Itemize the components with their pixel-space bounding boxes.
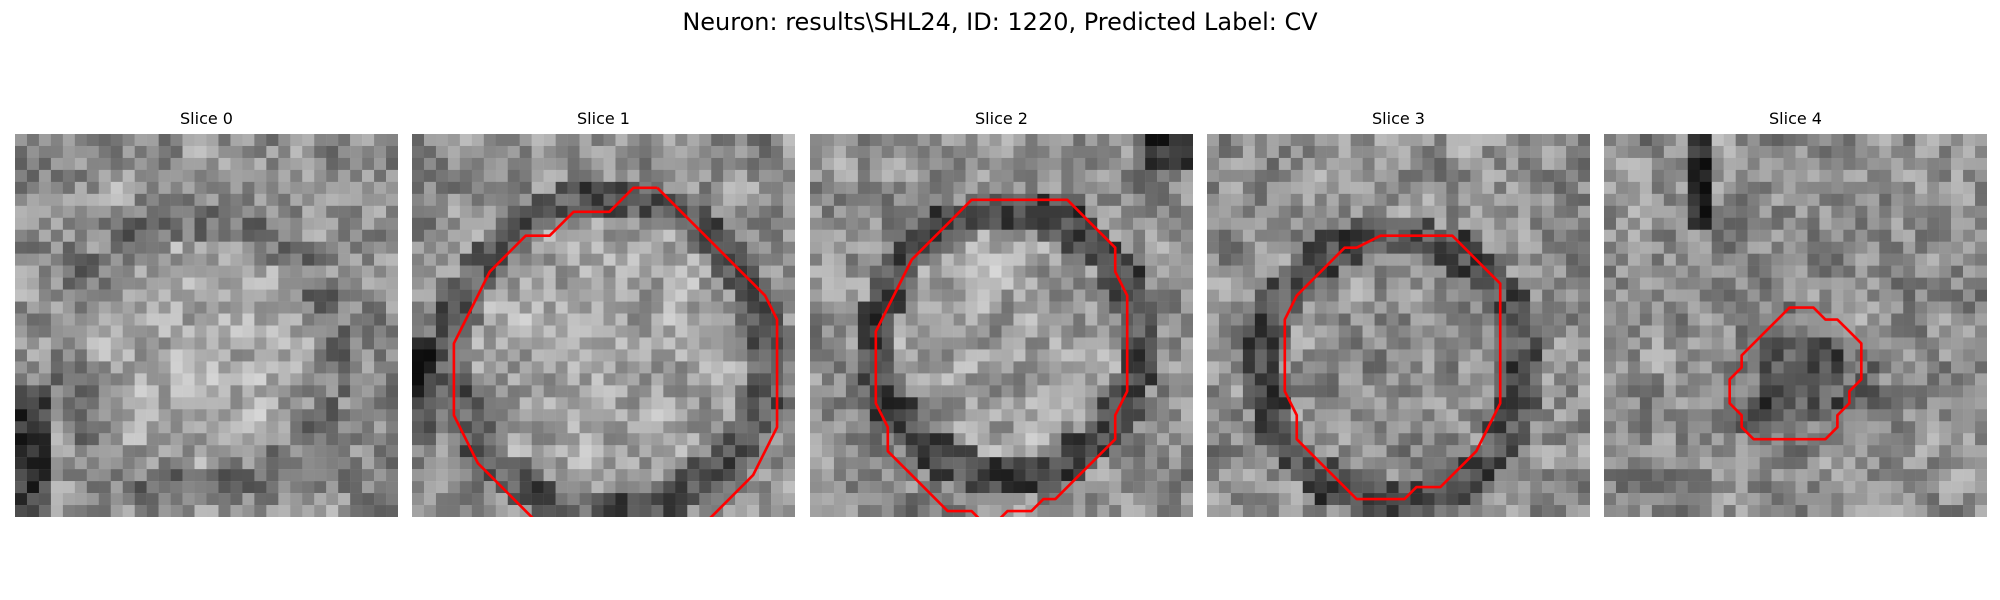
panel-title: Slice 1 [577,109,630,128]
slice-image [1604,134,1987,517]
slice-image [15,134,398,517]
pixel-grid [15,134,398,517]
slice-image [412,134,795,517]
figure-title: Neuron: results\SHL24, ID: 1220, Predict… [682,8,1318,36]
panel-title: Slice 2 [975,109,1028,128]
panel-title: Slice 3 [1372,109,1425,128]
pixel-grid [1604,134,1987,517]
segmentation-outline [452,186,658,517]
pixel-grid [1207,134,1590,517]
segmentation-outline [1283,234,1502,501]
panel-slice-3: Slice 3 [1207,108,1590,517]
panel-slice-1: Slice 1 [412,108,795,517]
slice-image [810,134,1193,517]
segmentation-outline [874,198,1129,517]
segmentation-outline [1728,306,1863,441]
slice-image [1207,134,1590,517]
panel-title: Slice 4 [1769,109,1822,128]
panel-title: Slice 0 [180,109,233,128]
panel-slice-0: Slice 0 [15,108,398,517]
pixel-grid [412,134,795,517]
panel-slice-4: Slice 4 [1604,108,1987,517]
panel-slice-2: Slice 2 [810,108,1193,517]
segmentation-outline [656,186,779,517]
pixel-grid [810,134,1193,517]
